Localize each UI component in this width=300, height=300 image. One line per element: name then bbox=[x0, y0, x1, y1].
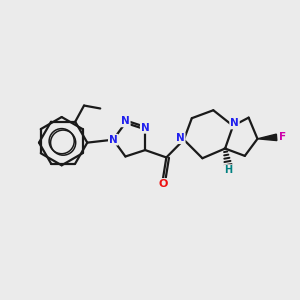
Text: N: N bbox=[121, 116, 130, 126]
Text: N: N bbox=[176, 133, 185, 143]
Polygon shape bbox=[257, 134, 277, 141]
Text: N: N bbox=[109, 135, 118, 145]
Text: O: O bbox=[158, 179, 167, 189]
Text: N: N bbox=[141, 123, 149, 133]
Text: N: N bbox=[230, 118, 239, 128]
Text: F: F bbox=[279, 132, 286, 142]
Text: H: H bbox=[224, 165, 232, 175]
